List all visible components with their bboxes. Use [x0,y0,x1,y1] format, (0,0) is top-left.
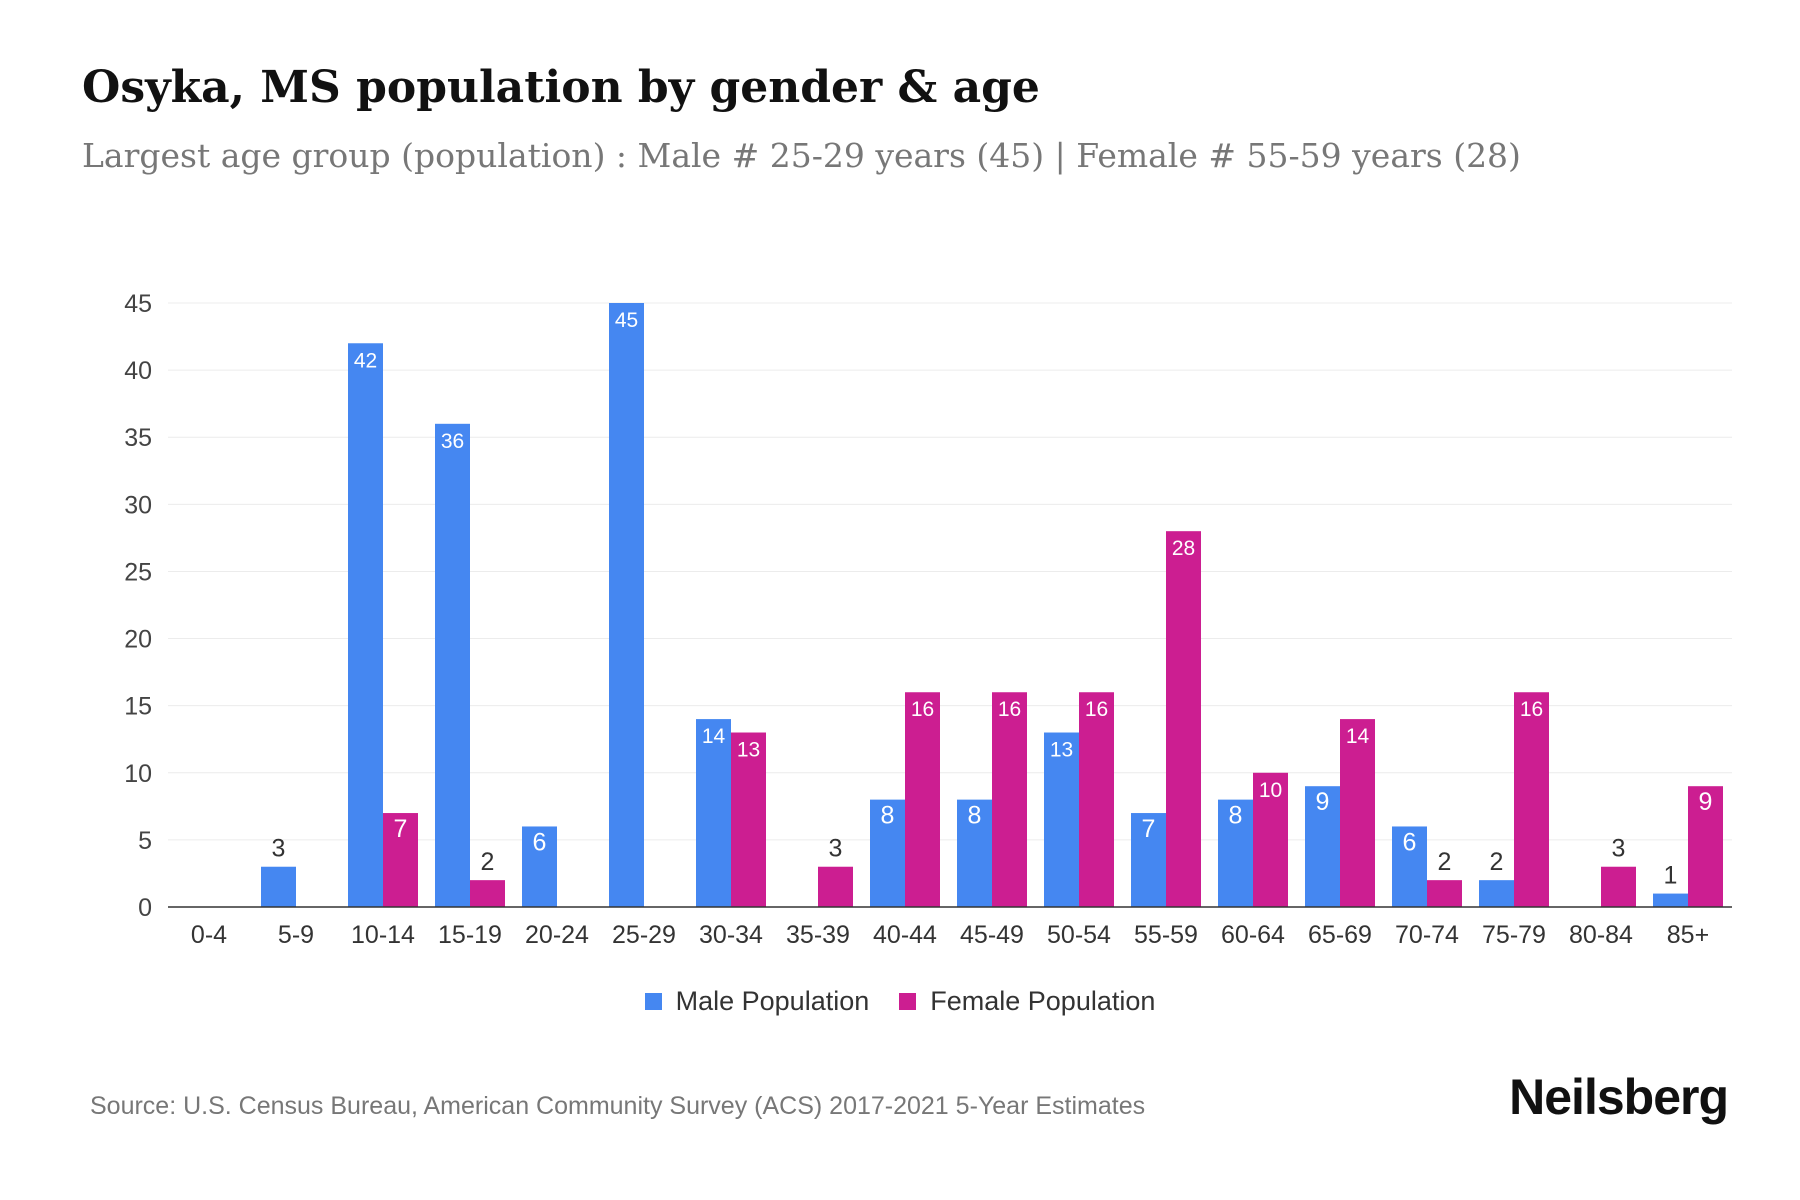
bar-female [470,880,505,907]
x-tick-label: 65-69 [1308,921,1372,949]
data-label: 6 [1403,828,1417,856]
y-tick-label: 40 [124,357,152,385]
legend-swatch-female [899,993,917,1010]
legend-item-female: Female Population [899,986,1155,1017]
x-tick-label: 35-39 [786,921,850,949]
x-tick-label: 60-64 [1221,921,1285,949]
y-tick-label: 0 [138,894,152,922]
x-tick-label: 80-84 [1569,921,1633,949]
y-tick-label: 10 [124,760,152,788]
bar-male [1653,893,1688,907]
x-tick-label: 50-54 [1047,921,1111,949]
data-label: 28 [1172,537,1195,560]
x-tick-label: 70-74 [1395,921,1459,949]
data-label: 8 [1229,802,1243,830]
y-tick-label: 15 [124,693,152,721]
bar-male [348,343,383,907]
data-label: 16 [911,698,934,721]
bar-female [1166,531,1201,907]
bar-female [992,692,1027,907]
data-label: 14 [1346,725,1370,748]
x-tick-label: 5-9 [278,921,314,949]
bar-female [383,813,418,907]
y-tick-label: 35 [124,424,152,452]
legend: Male Population Female Population [0,986,1800,1017]
bar-male [1392,826,1427,907]
chart-subtitle: Largest age group (population) : Male # … [82,136,1521,175]
data-label: 2 [1438,848,1452,876]
x-tick-label: 75-79 [1482,921,1546,949]
data-label: 7 [394,815,408,843]
data-label: 6 [533,828,547,856]
data-label: 8 [968,802,982,830]
source-note: Source: U.S. Census Bureau, American Com… [90,1092,1146,1120]
data-label: 3 [1612,835,1626,863]
x-tick-label: 20-24 [525,921,589,949]
bar-female [818,866,853,907]
bar-female [1601,866,1636,907]
bar-male [1305,786,1340,907]
x-tick-label: 10-14 [351,921,415,949]
data-label: 10 [1259,779,1282,802]
bar-male [957,799,992,907]
bar-male [522,826,557,907]
x-tick-label: 15-19 [438,921,502,949]
data-label: 2 [1490,848,1504,876]
x-tick-label: 30-34 [699,921,763,949]
legend-swatch-male [644,993,662,1010]
bar-male [1044,732,1079,907]
x-tick-label: 55-59 [1134,921,1198,949]
data-label: 16 [1085,698,1108,721]
data-label: 16 [998,698,1021,721]
data-label: 9 [1316,788,1330,816]
data-label: 13 [1050,739,1073,762]
chart-title: Osyka, MS population by gender & age [82,62,1040,113]
data-label: 2 [481,848,495,876]
data-label: 45 [615,309,638,332]
x-tick-label: 45-49 [960,921,1024,949]
bar-female [1427,880,1462,907]
bar-female [1514,692,1549,907]
data-label: 14 [702,725,726,748]
legend-label-female: Female Population [930,986,1156,1016]
bar-female [1340,719,1375,907]
bar-male [435,423,470,907]
data-label: 16 [1520,698,1543,721]
bar-female [731,732,766,907]
bar-male [1218,799,1253,907]
bar-male [609,303,644,907]
bar-male [261,866,296,907]
bar-male [1131,813,1166,907]
data-label: 9 [1699,788,1713,816]
data-label: 36 [441,430,464,453]
x-tick-label: 40-44 [873,921,937,949]
x-tick-label: 85+ [1667,921,1709,949]
data-label: 42 [354,349,377,372]
data-label: 13 [737,739,760,762]
bar-female [1253,772,1288,907]
y-tick-label: 45 [124,290,152,318]
bar-female [1688,786,1723,907]
data-label: 3 [272,835,286,863]
data-label: 8 [881,802,895,830]
bar-female [905,692,940,907]
x-tick-label: 25-29 [612,921,676,949]
y-tick-label: 30 [124,491,152,519]
legend-item-male: Male Population [644,986,870,1017]
bar-male [870,799,905,907]
legend-label-male: Male Population [675,986,870,1016]
data-label: 7 [1142,815,1156,843]
data-label: 3 [829,835,843,863]
y-tick-label: 25 [124,558,152,586]
bar-female [1079,692,1114,907]
y-tick-label: 5 [138,827,152,855]
bar-male [1479,880,1514,907]
y-tick-label: 20 [124,626,152,654]
data-label: 1 [1664,862,1678,890]
x-tick-label: 0-4 [191,921,227,949]
bar-male [696,719,731,907]
neilsberg-logo: Neilsberg [1509,1069,1729,1125]
